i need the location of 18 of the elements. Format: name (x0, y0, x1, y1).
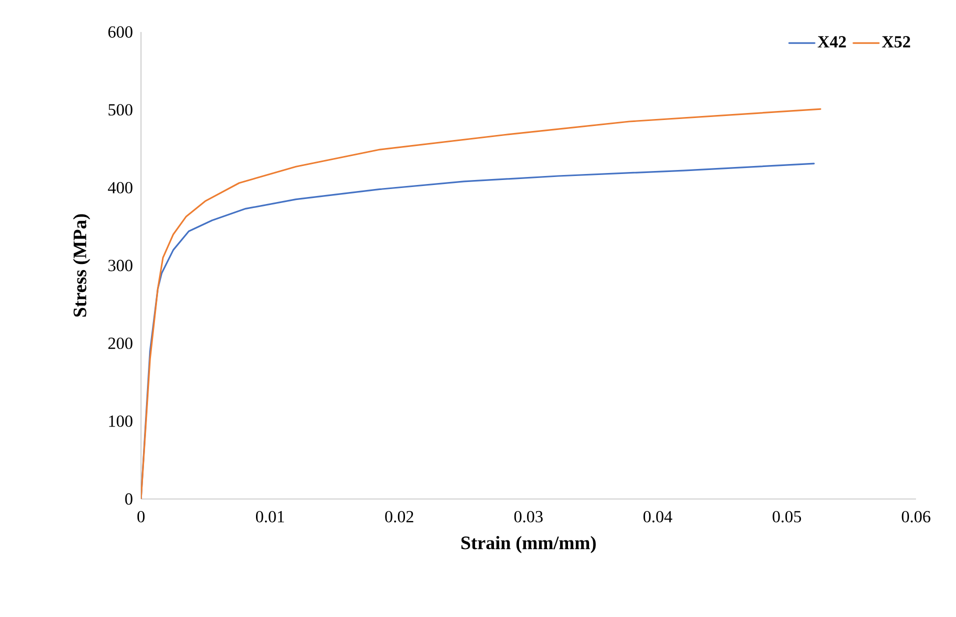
x-tick-label: 0.04 (643, 510, 672, 522)
y-tick-label: 400 (108, 182, 132, 194)
y-tick-label: 300 (108, 260, 132, 272)
x-tick-label: 0.01 (256, 510, 284, 522)
y-tick-label: 500 (108, 104, 132, 116)
y-tick-label: 600 (108, 26, 132, 38)
legend-label: X42 (818, 36, 846, 48)
x-tick-label: 0.02 (385, 510, 414, 522)
x-tick-label: 0 (137, 510, 145, 522)
x-tick-label: 0.03 (514, 510, 543, 522)
x-tick-label: 0.06 (902, 510, 930, 522)
y-tick-label: 100 (109, 415, 132, 427)
y-axis-title: Stress (MPa) (73, 214, 90, 317)
legend-label: X52 (882, 36, 910, 48)
y-tick-label: 0 (125, 493, 132, 505)
x-axis-title: Strain (mm/mm) (461, 536, 596, 554)
x-tick-label: 0.05 (772, 510, 802, 522)
y-tick-label: 200 (108, 338, 132, 350)
